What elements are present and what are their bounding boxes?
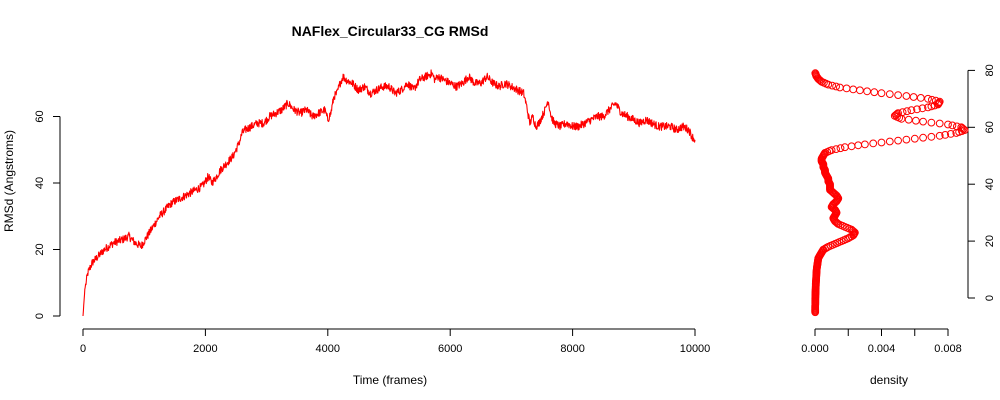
y-axis: 0 20 40 60 xyxy=(34,110,61,319)
density-point xyxy=(856,86,864,95)
density-y-tick-label: 80 xyxy=(984,64,996,76)
x-axis-label: Time (frames) xyxy=(353,373,427,387)
y-axis-label: RMSd (Angstroms) xyxy=(2,130,16,232)
density-point xyxy=(811,69,820,78)
rmsd-time-series-chart: NAFlex_Circular33_CG RMSd Time (frames) … xyxy=(2,23,710,387)
density-point xyxy=(910,134,919,143)
density-point xyxy=(928,95,936,104)
density-point xyxy=(832,145,840,154)
density-y-tick-label: 60 xyxy=(984,121,996,133)
density-point xyxy=(832,82,840,91)
density-y-tick-label: 0 xyxy=(984,295,996,301)
density-point xyxy=(847,142,856,151)
density-point xyxy=(953,122,961,131)
density-point xyxy=(898,108,907,116)
y-tick-label: 20 xyxy=(34,243,46,255)
density-point xyxy=(854,141,863,150)
density-point xyxy=(836,144,845,153)
density-x-tick-label: 0.004 xyxy=(868,343,896,355)
density-point xyxy=(893,110,901,118)
density-point xyxy=(869,139,878,148)
density-point xyxy=(831,210,840,219)
density-point xyxy=(877,138,886,147)
density-point xyxy=(907,106,916,115)
density-point xyxy=(902,135,911,144)
density-point xyxy=(946,130,955,138)
y-tick-label: 40 xyxy=(34,177,46,189)
chart-title: NAFlex_Circular33_CG RMSd xyxy=(292,23,489,39)
density-point xyxy=(927,118,936,127)
density-point xyxy=(903,107,911,116)
density-point xyxy=(892,111,900,119)
density-point xyxy=(919,133,927,142)
density-point xyxy=(861,140,869,149)
density-point xyxy=(948,121,957,130)
density-x-axis-label: density xyxy=(870,373,908,387)
series-line xyxy=(82,69,696,317)
y-tick-label: 60 xyxy=(34,110,46,122)
density-chart: density 0.000 0.004 0.008 0 20 40 60 80 xyxy=(801,64,996,387)
density-point xyxy=(904,115,913,124)
density-point xyxy=(918,104,927,113)
density-y-tick-label: 20 xyxy=(984,235,996,247)
x-tick-label: 0 xyxy=(80,343,86,355)
density-point xyxy=(958,124,967,133)
density-point xyxy=(924,94,932,103)
density-point xyxy=(877,89,886,98)
density-point xyxy=(931,96,940,105)
density-point xyxy=(870,88,879,97)
density-x-tick-label: 0.000 xyxy=(801,343,829,355)
density-point xyxy=(836,83,844,92)
density-point xyxy=(841,143,849,152)
density-point xyxy=(959,125,968,134)
density-y-axis: 0 20 40 60 80 xyxy=(967,64,996,301)
density-point xyxy=(941,131,950,139)
density-point xyxy=(909,93,918,101)
density-point xyxy=(894,109,902,117)
density-point xyxy=(957,123,966,132)
density-point xyxy=(919,117,927,126)
line-layer xyxy=(82,69,696,317)
density-point xyxy=(935,97,944,106)
density-point xyxy=(863,87,871,96)
density-x-axis: 0.000 0.004 0.008 xyxy=(801,328,962,355)
density-point xyxy=(902,92,911,100)
x-tick-label: 2000 xyxy=(193,343,217,355)
density-point xyxy=(912,116,920,125)
x-tick-label: 6000 xyxy=(438,343,462,355)
density-point xyxy=(885,137,894,146)
density-point xyxy=(913,105,921,114)
density-point xyxy=(827,146,836,155)
density-point xyxy=(916,94,925,102)
y-tick-label: 0 xyxy=(34,313,46,319)
x-axis: 0 2000 4000 6000 8000 10000 xyxy=(80,328,711,355)
density-x-tick-label: 0.008 xyxy=(934,343,962,355)
density-points-layer xyxy=(811,69,969,317)
density-point xyxy=(935,131,944,140)
density-point xyxy=(818,247,827,256)
density-point xyxy=(842,84,851,93)
density-point xyxy=(927,132,936,141)
density-point xyxy=(885,90,894,98)
x-tick-label: 10000 xyxy=(680,343,711,355)
density-point xyxy=(894,136,902,145)
x-tick-label: 4000 xyxy=(316,343,340,355)
density-y-tick-label: 40 xyxy=(984,178,996,190)
density-point xyxy=(935,119,944,128)
x-tick-label: 8000 xyxy=(560,343,584,355)
density-point xyxy=(944,120,952,129)
density-point xyxy=(849,85,858,94)
density-point xyxy=(894,91,902,99)
